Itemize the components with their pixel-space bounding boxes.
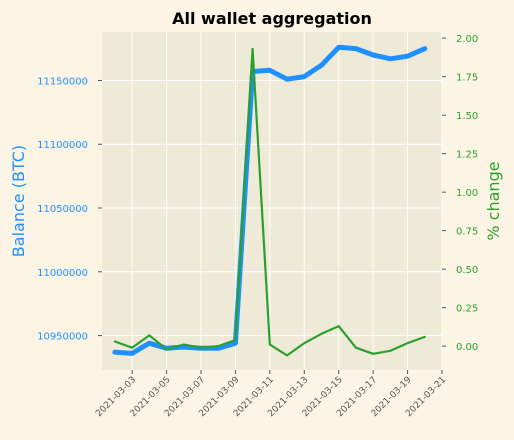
plot-area (102, 32, 442, 370)
left-axis-label: Balance (BTC) (9, 145, 28, 257)
right-y-tick-label: 1.25 (456, 150, 478, 161)
right-y-tick-label: 0.75 (456, 227, 478, 238)
chart-title: All wallet aggregation (172, 9, 372, 28)
right-y-tick-label: 0.25 (456, 304, 478, 315)
right-y-tick-label: 0.00 (456, 342, 478, 353)
right-y-tick-label: 1.75 (456, 73, 478, 84)
right-y-tick-label: 0.50 (456, 265, 478, 276)
right-axis: 0.00 0.25 0.50 0.75 1.00 1.25 1.50 1.75 2.00 (442, 34, 478, 353)
right-axis-label: % change (484, 161, 503, 240)
right-y-tick-label: 1.50 (456, 111, 478, 122)
left-y-tick-label: 11000000 (37, 268, 88, 279)
x-axis: 2021-03-032021-03-052021-03-072021-03-09… (94, 370, 448, 419)
left-axis: 10950000 11000000 11050000 11100000 11150000 (37, 76, 102, 342)
right-y-tick-label: 2.00 (456, 34, 478, 45)
left-y-tick-label: 10950000 (37, 332, 88, 343)
left-y-tick-label: 11050000 (37, 204, 88, 215)
left-y-tick-label: 11150000 (37, 76, 88, 87)
left-y-tick-label: 11100000 (37, 140, 88, 151)
right-y-tick-label: 1.00 (456, 188, 478, 199)
